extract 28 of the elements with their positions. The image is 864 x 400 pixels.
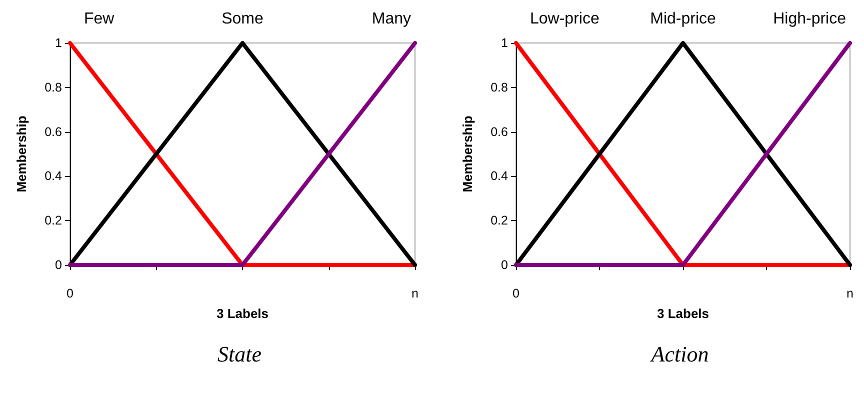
x-tick-label: n [412, 286, 419, 300]
y-tick-label: 0.8 [490, 80, 508, 94]
y-tick-label: 0 [501, 258, 508, 272]
y-tick-label: 0.2 [44, 214, 62, 228]
series-label: Many [372, 10, 411, 28]
series-label: Mid-price [650, 10, 716, 28]
y-tick-label: 0.6 [490, 124, 508, 139]
text: Action [649, 342, 709, 366]
y-tick-label: 0 [55, 258, 62, 272]
y-tick-label: 0.4 [44, 169, 62, 184]
x-axis-title: 3 Labels [216, 306, 269, 321]
y-axis-title: Membership [460, 116, 475, 192]
y-tick-label: 0.6 [44, 124, 62, 139]
y-tick-label: 0.8 [44, 80, 62, 94]
y-axis-title: Membership [14, 116, 29, 192]
series-label: Few [84, 10, 115, 28]
series-label: Low-price [530, 10, 600, 28]
y-tick-label: 1 [501, 36, 508, 50]
x-axis-title: 3 Labels [656, 306, 710, 321]
text: State [218, 342, 262, 366]
series-label: Some [222, 10, 264, 28]
series-label: High-price [773, 10, 846, 28]
x-tick-label: 0 [512, 286, 520, 300]
y-tick-label: 1 [55, 36, 62, 50]
y-tick-label: 0.2 [490, 214, 508, 228]
y-tick-label: 0.4 [490, 169, 508, 184]
x-tick-label: n [846, 286, 854, 300]
x-tick-label: 0 [66, 286, 74, 300]
